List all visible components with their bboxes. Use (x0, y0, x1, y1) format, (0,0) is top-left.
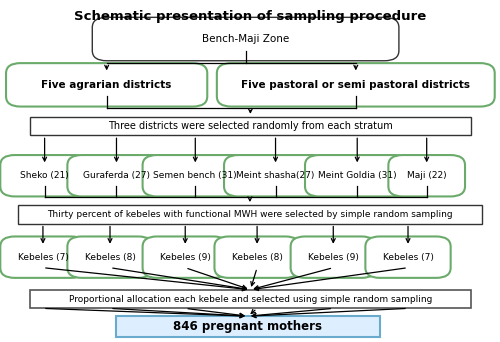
Text: Thirty percent of kebeles with functional MWH were selected by simple random sam: Thirty percent of kebeles with functiona… (47, 210, 452, 219)
Text: Proportional allocation each kebele and selected using simple random sampling: Proportional allocation each kebele and … (68, 294, 432, 304)
FancyBboxPatch shape (388, 155, 465, 196)
Text: Bench-Maji Zone: Bench-Maji Zone (202, 34, 289, 44)
Text: Kebeles (8): Kebeles (8) (232, 253, 282, 262)
FancyBboxPatch shape (116, 316, 380, 337)
FancyBboxPatch shape (30, 290, 471, 308)
FancyBboxPatch shape (290, 236, 376, 278)
Text: Kebeles (8): Kebeles (8) (84, 253, 136, 262)
Text: Three districts were selected randomly from each stratum: Three districts were selected randomly f… (108, 121, 393, 131)
FancyBboxPatch shape (68, 236, 152, 278)
Text: Semen bench (31): Semen bench (31) (154, 171, 237, 180)
Text: Schematic presentation of sampling procedure: Schematic presentation of sampling proce… (74, 10, 426, 23)
Text: Meint shasha(27): Meint shasha(27) (236, 171, 314, 180)
FancyBboxPatch shape (92, 17, 399, 61)
Text: Sheko (21): Sheko (21) (20, 171, 69, 180)
FancyBboxPatch shape (214, 236, 300, 278)
Text: Meint Goldia (31): Meint Goldia (31) (318, 171, 396, 180)
Text: Kebeles (9): Kebeles (9) (308, 253, 358, 262)
FancyBboxPatch shape (142, 155, 248, 196)
FancyBboxPatch shape (224, 155, 327, 196)
FancyBboxPatch shape (0, 155, 89, 196)
Text: Guraferda (27): Guraferda (27) (83, 171, 150, 180)
FancyBboxPatch shape (18, 205, 482, 224)
Text: Five pastoral or semi pastoral districts: Five pastoral or semi pastoral districts (242, 80, 470, 90)
FancyBboxPatch shape (142, 236, 228, 278)
FancyBboxPatch shape (305, 155, 410, 196)
Text: Kebeles (7): Kebeles (7) (18, 253, 68, 262)
FancyBboxPatch shape (68, 155, 166, 196)
FancyBboxPatch shape (0, 236, 86, 278)
FancyBboxPatch shape (366, 236, 450, 278)
Text: Five agrarian districts: Five agrarian districts (42, 80, 172, 90)
Text: Maji (22): Maji (22) (407, 171, 447, 180)
FancyBboxPatch shape (30, 117, 471, 135)
Text: Kebeles (9): Kebeles (9) (160, 253, 210, 262)
FancyBboxPatch shape (217, 63, 494, 107)
Text: Kebeles (7): Kebeles (7) (382, 253, 434, 262)
Text: 846 pregnant mothers: 846 pregnant mothers (174, 320, 322, 333)
FancyBboxPatch shape (6, 63, 207, 107)
